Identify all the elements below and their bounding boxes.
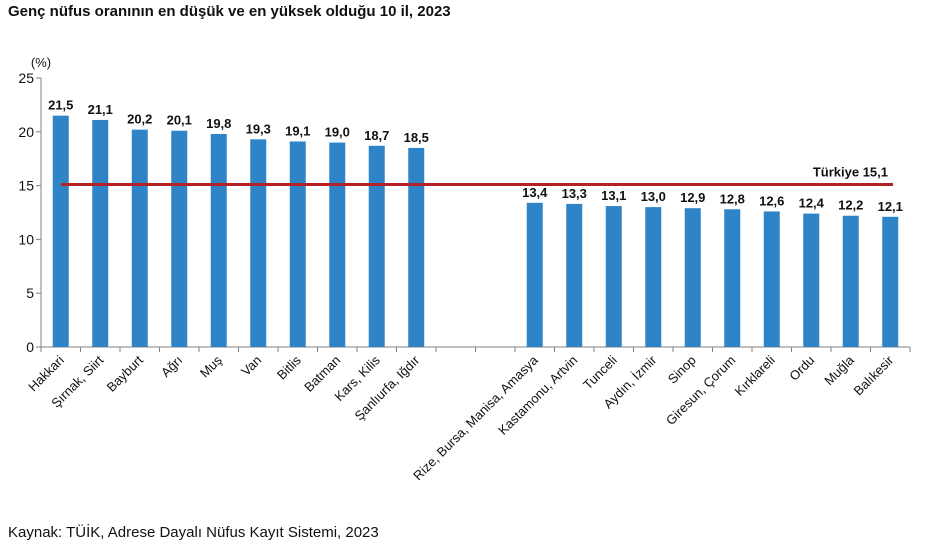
x-category-label: Muğla — [821, 352, 857, 388]
bar — [763, 211, 780, 347]
y-axis-label: (%) — [31, 55, 51, 70]
x-category-label: Van — [238, 353, 264, 379]
bar-value-label: 20,2 — [127, 112, 152, 127]
bar-value-label: 21,5 — [48, 98, 73, 113]
bar-value-label: 18,7 — [364, 128, 389, 143]
reference-line-label: Türkiye 15,1 — [813, 165, 888, 180]
bar-value-label: 18,5 — [404, 130, 429, 145]
axis-layer: 0 5 10 15 20 25(%) — [18, 55, 911, 355]
y-tick-label: 10 — [18, 231, 34, 247]
bar-value-label: 12,2 — [838, 198, 863, 213]
bar — [684, 208, 701, 347]
bar — [131, 129, 148, 347]
bar — [724, 209, 741, 347]
y-tick-label: 20 — [18, 124, 34, 140]
bar — [408, 147, 425, 347]
bar-value-label: 12,6 — [759, 193, 784, 208]
bar-value-label: 19,3 — [246, 121, 271, 136]
bar — [210, 133, 227, 347]
x-category-label: Kırklareli — [732, 352, 778, 398]
chart-title: Genç nüfus oranının en düşük ve en yükse… — [8, 3, 451, 20]
bar-value-label: 19,8 — [206, 116, 231, 131]
x-category-label: Ordu — [786, 353, 817, 384]
bar — [52, 115, 69, 347]
bar — [368, 145, 385, 347]
bar — [605, 206, 622, 347]
bar-value-label: 19,1 — [285, 123, 310, 138]
bar — [289, 141, 306, 347]
bar — [645, 207, 662, 347]
bar-value-label: 12,4 — [799, 196, 825, 211]
bar — [92, 119, 109, 348]
bar — [526, 202, 543, 347]
bar-value-label: 13,3 — [562, 186, 587, 201]
bar-value-label: 21,1 — [88, 102, 113, 117]
y-tick-label: 25 — [18, 70, 34, 86]
bar-value-label: 13,0 — [641, 189, 666, 204]
x-category-label: Bitlis — [274, 352, 304, 382]
bar — [329, 142, 346, 347]
bar-value-label: 12,1 — [878, 199, 903, 214]
x-category-label: Giresun, Çorum — [663, 353, 738, 428]
bar — [803, 213, 820, 347]
y-tick-label: 0 — [26, 339, 34, 355]
bar-value-label: 20,1 — [167, 113, 192, 128]
bar-value-label: 19,0 — [325, 125, 350, 140]
bar-value-label: 12,8 — [720, 191, 745, 206]
reference-layer: Türkiye 15,1 — [61, 165, 893, 187]
bar — [882, 216, 899, 347]
x-category-label: Ağrı — [158, 353, 185, 380]
bar-layer — [52, 115, 899, 348]
bar — [566, 203, 583, 347]
y-tick-label: 15 — [18, 178, 34, 194]
bar-value-label: 12,9 — [680, 190, 705, 205]
bar-value-label: 13,1 — [601, 188, 626, 203]
bar — [250, 139, 267, 347]
x-category-label: Muş — [197, 352, 225, 380]
bar — [171, 130, 188, 347]
source-note: Kaynak: TÜİK, Adrese Dayalı Nüfus Kayıt … — [8, 524, 379, 541]
x-category-label: Balıkesir — [851, 352, 897, 398]
bar-value-label: 13,4 — [522, 185, 548, 200]
x-category-label: Sinop — [665, 353, 699, 387]
bar — [842, 215, 859, 347]
x-category-label: Bayburt — [104, 352, 147, 395]
y-tick-label: 5 — [26, 285, 34, 301]
